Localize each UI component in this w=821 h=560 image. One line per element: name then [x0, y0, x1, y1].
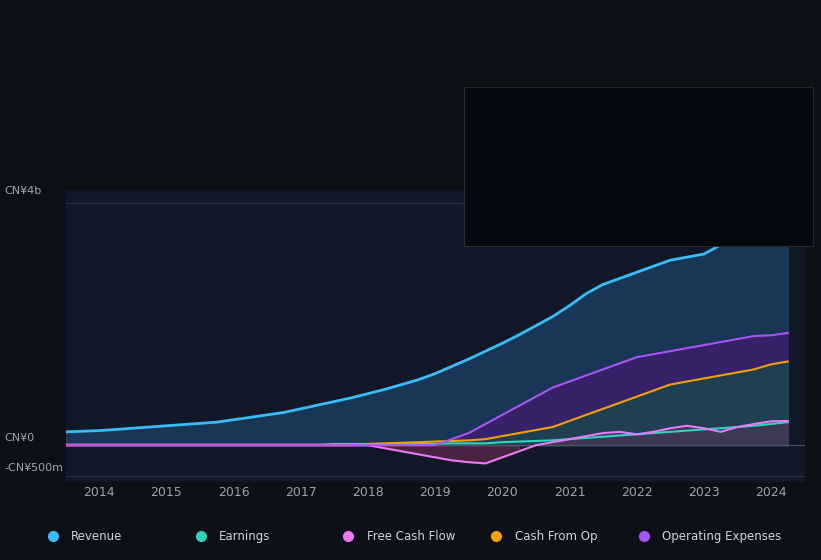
Text: /yr: /yr: [690, 132, 707, 142]
Text: /yr: /yr: [678, 195, 695, 206]
Text: Revenue: Revenue: [474, 110, 519, 120]
Text: Cash From Op: Cash From Op: [474, 195, 547, 206]
Text: CN¥394.429m: CN¥394.429m: [628, 174, 710, 184]
Text: /yr: /yr: [678, 110, 695, 120]
Text: profit margin: profit margin: [656, 153, 727, 163]
Text: CN¥3.725b: CN¥3.725b: [628, 110, 692, 120]
Text: /yr: /yr: [678, 217, 695, 227]
Text: CN¥1.811b: CN¥1.811b: [628, 217, 692, 227]
Text: 26.1%: 26.1%: [628, 153, 664, 163]
Text: CN¥4b: CN¥4b: [4, 186, 41, 196]
Text: Earnings: Earnings: [474, 132, 519, 142]
Text: Operating Expenses: Operating Expenses: [663, 530, 782, 543]
Text: Free Cash Flow: Free Cash Flow: [474, 174, 552, 184]
Text: Operating Expenses: Operating Expenses: [474, 217, 579, 227]
Text: Free Cash Flow: Free Cash Flow: [367, 530, 456, 543]
Text: Revenue: Revenue: [71, 530, 122, 543]
Text: Mar 31 2024: Mar 31 2024: [474, 94, 562, 106]
Text: -CN¥500m: -CN¥500m: [4, 463, 63, 473]
Text: CN¥1.333b: CN¥1.333b: [628, 195, 692, 206]
Text: Earnings: Earnings: [219, 530, 270, 543]
Text: Cash From Op: Cash From Op: [515, 530, 597, 543]
Text: CN¥0: CN¥0: [4, 433, 34, 443]
Text: CN¥972.167m: CN¥972.167m: [628, 132, 710, 142]
Text: /yr: /yr: [690, 174, 707, 184]
